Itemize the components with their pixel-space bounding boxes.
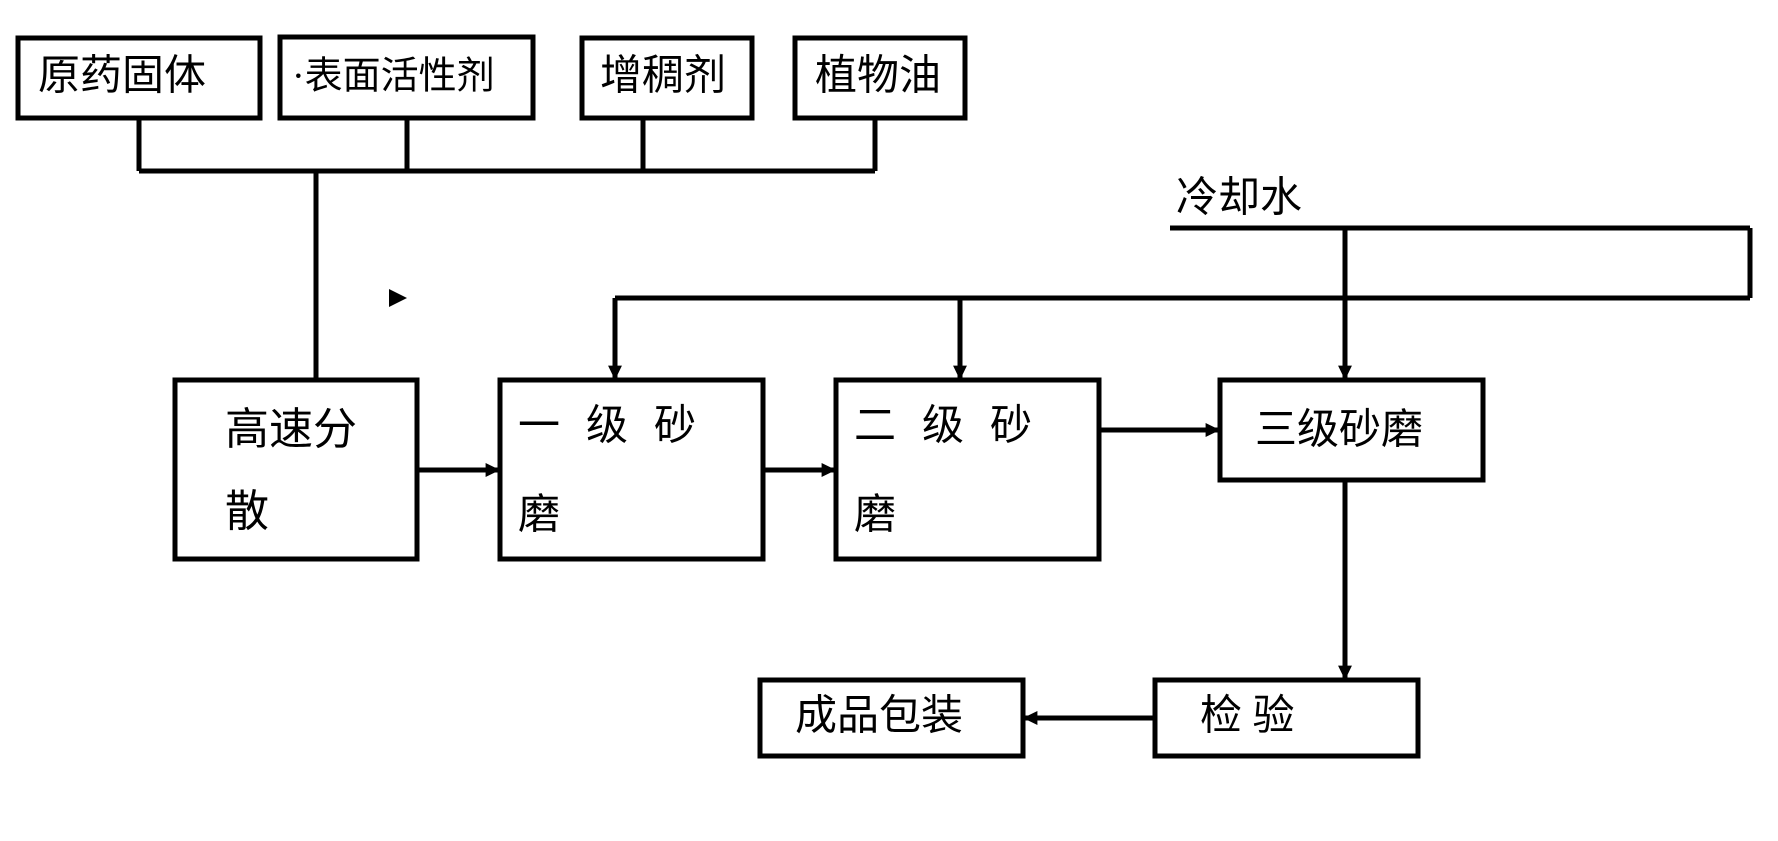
- label-s1-1: 一级砂: [518, 404, 722, 450]
- label-insp: 检 验: [1200, 693, 1295, 740]
- label-in1: 原药固体: [38, 54, 206, 100]
- label-in3: 增稠剂: [600, 54, 726, 100]
- label-s3: 三级砂磨: [1255, 408, 1423, 454]
- label-pack: 成品包装: [795, 694, 963, 740]
- label-disp-2: 散: [225, 487, 269, 536]
- label-disp-1: 高速分: [225, 405, 357, 454]
- label-cooling-water: 冷却水: [1176, 176, 1302, 222]
- label-in2: ·表面活性剂: [292, 56, 495, 98]
- flow-marker-icon: [389, 289, 407, 307]
- label-in4: 植物油: [815, 54, 941, 100]
- label-s1-2: 磨: [518, 493, 560, 539]
- label-s2-2: 磨: [854, 493, 896, 539]
- label-s2-1: 二级砂: [854, 404, 1058, 450]
